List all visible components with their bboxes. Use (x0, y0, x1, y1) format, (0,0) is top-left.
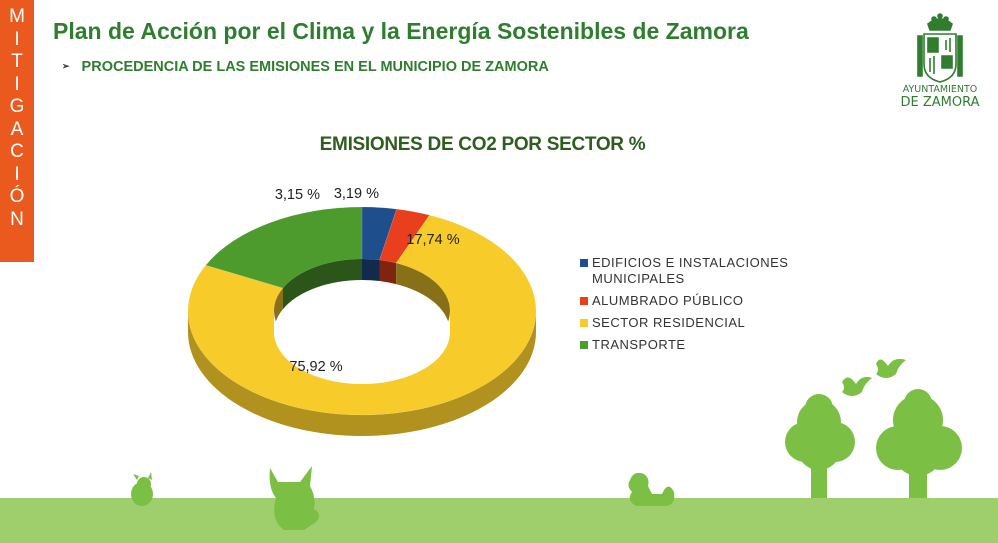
legend-swatch (580, 319, 588, 327)
logo-line2: DE ZAMORA (900, 95, 980, 110)
legend-item: EDIFICIOS E INSTALACIONES MUNICIPALES (580, 255, 840, 287)
rabbit-icon (131, 472, 153, 506)
donut-side-walls (188, 311, 536, 436)
donut-hole-wall (396, 263, 450, 332)
data-label: 3,15 % (275, 187, 320, 203)
page-subtitle: ➢ PROCEDENCIA DE LAS EMISIONES EN EL MUNI… (62, 59, 549, 75)
data-label: 75,92 % (289, 359, 342, 375)
side-tab-letter: M (9, 6, 25, 27)
legend-swatch (580, 297, 588, 305)
legend-label: TRANSPORTE (592, 337, 686, 352)
side-tab-letter: C (10, 141, 24, 162)
bullet-arrow-icon: ➢ (62, 61, 70, 71)
donut-hole-walls (274, 259, 450, 384)
side-tab-letter: I (14, 28, 20, 50)
side-tab-letter: N (10, 208, 24, 230)
donut-hole-wall (274, 288, 283, 332)
rabbit-icon (269, 466, 319, 530)
donut-hole-wall (379, 260, 397, 285)
legend-label: ALUMBRADO PÚBLICO (592, 293, 744, 308)
logo-line1: AYUNTAMIENTO (902, 84, 978, 95)
side-tab-letter: I (14, 73, 20, 95)
donut-hole-wall (282, 259, 362, 310)
tree-icon (785, 394, 855, 498)
grass-ground (0, 498, 998, 543)
donut-side-75,92 % (188, 311, 536, 436)
legend-item: SECTOR RESIDENCIAL (580, 315, 840, 331)
chart-title: EMISIONES DE CO2 POR SECTOR % (319, 134, 646, 155)
legend-label: EDIFICIOS E INSTALACIONES MUNICIPALES (592, 255, 789, 286)
bird-icon (842, 376, 872, 396)
legend-swatch (580, 341, 588, 349)
coat-of-arms-icon (917, 13, 963, 83)
side-tab-letter: T (11, 51, 23, 72)
subtitle-text: PROCEDENCIA DE LAS EMISIONES EN EL MUNIC… (81, 59, 549, 75)
donut-data-labels: 3,19 % 3,15 % 75,92 % 17,74 % (275, 186, 460, 375)
chart-legend: EDIFICIOS E INSTALACIONES MUNICIPALES AL… (580, 255, 840, 359)
tree-icon (876, 389, 962, 498)
donut-top-faces (187, 206, 537, 416)
legend-swatch (580, 259, 588, 267)
legend-label: SECTOR RESIDENCIAL (592, 315, 746, 330)
mitigacion-side-tab: M I T I G A C I Ó N (0, 0, 34, 262)
side-tab-letter: I (14, 163, 20, 185)
legend-item: TRANSPORTE (580, 337, 840, 353)
data-label: 3,19 % (334, 186, 379, 202)
donut-hole-wall (362, 259, 380, 282)
side-tab-letter: Ó (9, 186, 25, 207)
data-label: 17,74 % (406, 232, 459, 248)
bird-icon (876, 358, 906, 378)
side-tab-letter: A (10, 118, 24, 140)
side-tab-letter: G (9, 96, 25, 117)
page-title: Plan de Acción por el Clima y la Energía… (53, 18, 749, 44)
squirrel-icon (628, 472, 675, 506)
legend-item: ALUMBRADO PÚBLICO (580, 293, 840, 309)
